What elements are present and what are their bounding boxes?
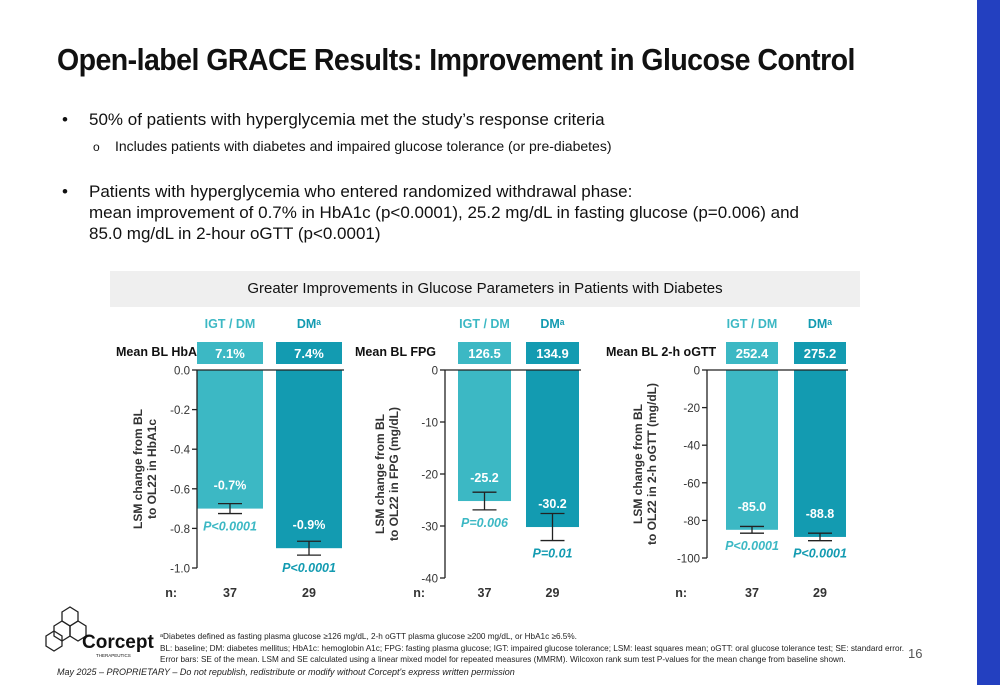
baseline-value: 275.2	[804, 346, 837, 361]
y-tick-label: -30	[421, 522, 438, 534]
bar	[526, 370, 579, 528]
bar	[197, 370, 263, 509]
category-label: DMᵃ	[297, 317, 321, 331]
bar	[726, 370, 778, 530]
baseline-label: Mean BL FPG	[355, 345, 436, 359]
y-tick-label: 0	[694, 366, 700, 378]
baseline-box	[794, 342, 846, 364]
y-axis-label: LSM change from BL	[131, 409, 145, 529]
data-label: -30.2	[538, 497, 567, 511]
bullet-glyph: •	[62, 110, 68, 129]
bullet-text-line2: mean improvement of 0.7% in HbA1c (p<0.0…	[89, 203, 800, 222]
bullet-text: 50% of patients with hyperglycemia met t…	[89, 110, 605, 129]
y-tick-label: -60	[683, 478, 700, 490]
data-label: -88.8	[806, 507, 835, 521]
p-value-label: P<0.0001	[793, 547, 847, 561]
p-value-label: P<0.0001	[203, 520, 257, 534]
sub-bullet-includes: o Includes patients with diabetes and im…	[93, 138, 612, 154]
bullet-glyph: •	[62, 182, 68, 201]
baseline-value: 7.1%	[215, 346, 245, 361]
brand-side-bar	[977, 0, 1000, 685]
footnote-abbreviations: BL: baseline; DM: diabetes mellitus; HbA…	[160, 643, 905, 665]
chart-title-banner: Greater Improvements in Glucose Paramete…	[110, 271, 860, 307]
y-tick-label: -10	[421, 418, 438, 430]
sub-bullet-text: Includes patients with diabetes and impa…	[115, 138, 612, 154]
y-tick-label: -1.0	[170, 564, 190, 576]
category-label: IGT / DM	[727, 317, 778, 331]
baseline-box	[458, 342, 511, 364]
baseline-label: Mean BL HbA1c	[116, 345, 211, 359]
bar	[794, 370, 846, 537]
n-value: 29	[302, 586, 316, 600]
y-tick-label: -40	[683, 441, 700, 453]
n-value: 37	[223, 586, 237, 600]
n-label: n:	[165, 586, 177, 600]
baseline-value: 134.9	[536, 346, 569, 361]
category-label: IGT / DM	[205, 317, 256, 331]
n-label: n:	[413, 586, 425, 600]
slide-title: Open-label GRACE Results: Improvement in…	[57, 42, 855, 77]
bullet-response-criteria: • 50% of patients with hyperglycemia met…	[62, 110, 605, 130]
page-number: 16	[908, 646, 923, 661]
baseline-value: 252.4	[736, 346, 769, 361]
data-label: -0.9%	[293, 518, 326, 532]
p-value-label: P<0.0001	[725, 539, 779, 553]
y-axis-label: to OL22 in HbA1c	[145, 419, 159, 519]
y-tick-label: -0.6	[170, 484, 190, 496]
bullet-text-line3: 85.0 mg/dL in 2-hour oGTT (p<0.0001)	[89, 224, 381, 243]
p-value-label: P=0.006	[461, 516, 509, 530]
corcept-logo: Corcept THERAPEUTICS	[45, 606, 154, 658]
n-value: 29	[546, 586, 560, 600]
footnote-definition: ᵃDiabetes defined as fasting plasma gluc…	[160, 632, 577, 641]
baseline-label: Mean BL 2-h oGTT	[606, 345, 717, 359]
bullet-text-line1: Patients with hyperglycemia who entered …	[89, 182, 633, 201]
bar	[458, 370, 511, 502]
logo-subtext: THERAPEUTICS	[96, 653, 131, 658]
y-axis-label: LSM change from BL	[631, 404, 645, 524]
sub-bullet-glyph: o	[93, 140, 100, 154]
category-label: DMᵃ	[808, 317, 832, 331]
p-value-label: P<0.0001	[282, 561, 336, 575]
n-label: n:	[675, 586, 687, 600]
p-value-label: P=0.01	[533, 547, 573, 561]
hexagon-logo-icon	[45, 606, 87, 652]
y-axis-label: to OL22 in 2-h oGTT (mg/dL)	[645, 383, 659, 545]
baseline-value: 126.5	[468, 346, 501, 361]
y-tick-label: -100	[677, 554, 700, 566]
y-tick-label: -20	[683, 403, 700, 415]
data-label: -0.7%	[214, 479, 247, 493]
baseline-value: 7.4%	[294, 346, 324, 361]
bullet-withdrawal-phase: • Patients with hyperglycemia who entere…	[62, 181, 822, 244]
y-tick-label: 0.0	[174, 366, 190, 378]
n-value: 37	[478, 586, 492, 600]
y-axis-label: to OL22 in FPG (mg/dL)	[387, 407, 401, 541]
logo-wordmark: Corcept	[82, 632, 154, 653]
n-value: 29	[813, 586, 827, 600]
y-tick-label: -20	[421, 470, 438, 482]
bar	[276, 370, 342, 549]
category-label: DMᵃ	[540, 317, 564, 331]
chart-title: Greater Improvements in Glucose Paramete…	[247, 280, 723, 297]
y-tick-label: -40	[421, 574, 438, 586]
y-tick-label: -80	[683, 516, 700, 528]
y-tick-label: -0.4	[170, 445, 190, 457]
baseline-box	[197, 342, 263, 364]
baseline-box	[276, 342, 342, 364]
y-tick-label: 0	[432, 366, 438, 378]
proprietary-disclaimer: May 2025 – PROPRIETARY – Do not republis…	[57, 667, 515, 677]
y-tick-label: -0.8	[170, 524, 190, 536]
n-value: 37	[745, 586, 759, 600]
footnote: ᵃDiabetes defined as fasting plasma gluc…	[160, 631, 910, 666]
y-tick-label: -0.2	[170, 405, 190, 417]
data-label: -25.2	[470, 471, 499, 485]
category-label: IGT / DM	[459, 317, 510, 331]
baseline-box	[726, 342, 778, 364]
data-label: -85.0	[738, 500, 767, 514]
y-axis-label: LSM change from BL	[373, 414, 387, 534]
baseline-box	[526, 342, 579, 364]
